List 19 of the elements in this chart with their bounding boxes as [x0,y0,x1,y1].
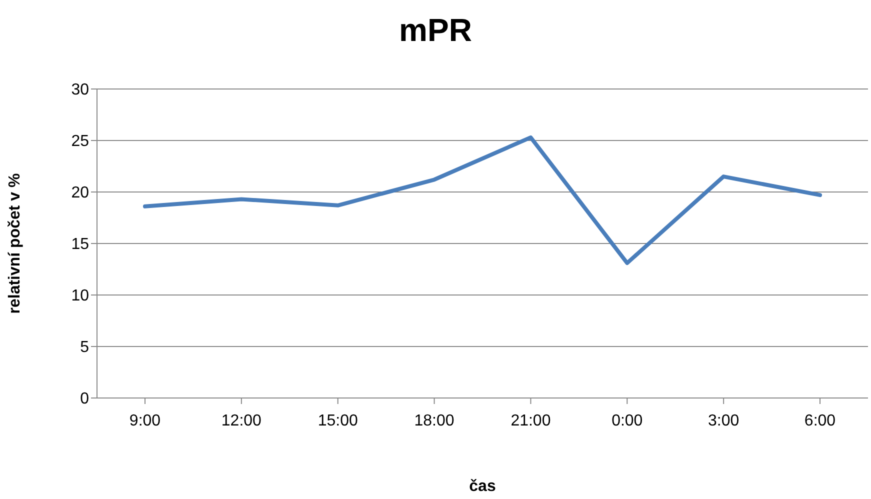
y-tick-label: 0 [80,390,90,408]
x-tick-label: 12:00 [221,412,262,430]
x-tick-label: 21:00 [510,412,551,430]
line-series [143,135,822,266]
y-tick-label: 15 [71,236,90,254]
chart-title: mPR [398,12,473,49]
x-axis-title: čas [469,478,496,495]
y-tick-label: 25 [71,133,90,150]
x-tick-label: 18:00 [414,412,454,430]
x-tick-label: 3:00 [708,412,740,430]
y-tick-label: 5 [80,339,90,356]
y-tick-label: 20 [71,184,90,202]
x-tick-label: 0:00 [612,412,643,430]
x-tick-label: 9:00 [129,412,161,430]
y-tick-label: 10 [71,288,90,305]
x-tick-label: 15:00 [318,412,358,430]
y-axis-title: relativní počet v % [6,173,24,314]
y-tick-label: 30 [71,82,90,99]
x-tick-label: 6:00 [804,412,836,430]
